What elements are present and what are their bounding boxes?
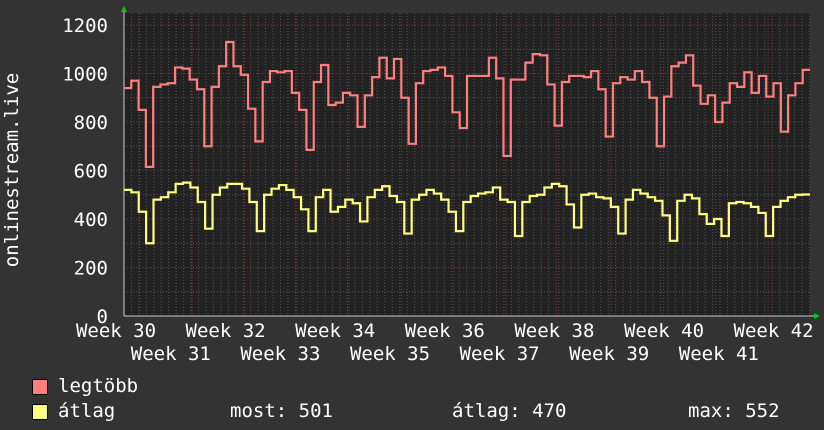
stat-avg: átlag: 470 [452,400,567,422]
y-tick-label: 400 [74,209,108,231]
y-tick-label: 200 [74,258,108,280]
y-tick-label: 600 [74,161,108,183]
stat-max: max: 552 [688,400,780,422]
x-tick-label: Week 37 [460,343,540,365]
y-axis-arrow-icon [121,6,127,12]
y-tick-label: 0 [97,306,108,328]
x-tick-label: Week 33 [240,343,320,365]
x-tick-label: Week 41 [679,343,759,365]
x-tick-label: Week 30 [76,320,156,342]
series-line-avg [124,181,810,245]
y-tick-label: 800 [74,112,108,134]
y-tick-label: 1000 [62,64,108,86]
x-tick-label: Week 42 [734,320,814,342]
x-tick-label: Week 39 [569,343,649,365]
x-tick-label: Week 32 [186,320,266,342]
legend-swatch-avg [32,404,48,420]
y-axis-label: onlinestream.live [1,73,23,267]
stat-now: most: 501 [230,400,333,422]
x-tick-label: Week 36 [405,320,485,342]
legend-swatch-max [32,379,48,395]
y-tick-label: 1200 [62,15,108,37]
x-axis-arrow-icon [814,313,820,319]
x-tick-label: Week 34 [295,320,375,342]
x-tick-label: Week 35 [350,343,430,365]
legend-label-avg: átlag [58,400,116,422]
x-tick-label: Week 40 [624,320,704,342]
x-tick-label: Week 38 [514,320,594,342]
series-line-max [124,40,810,168]
legend-label-max: legtöbb [58,375,139,397]
x-tick-label: Week 31 [131,343,211,365]
